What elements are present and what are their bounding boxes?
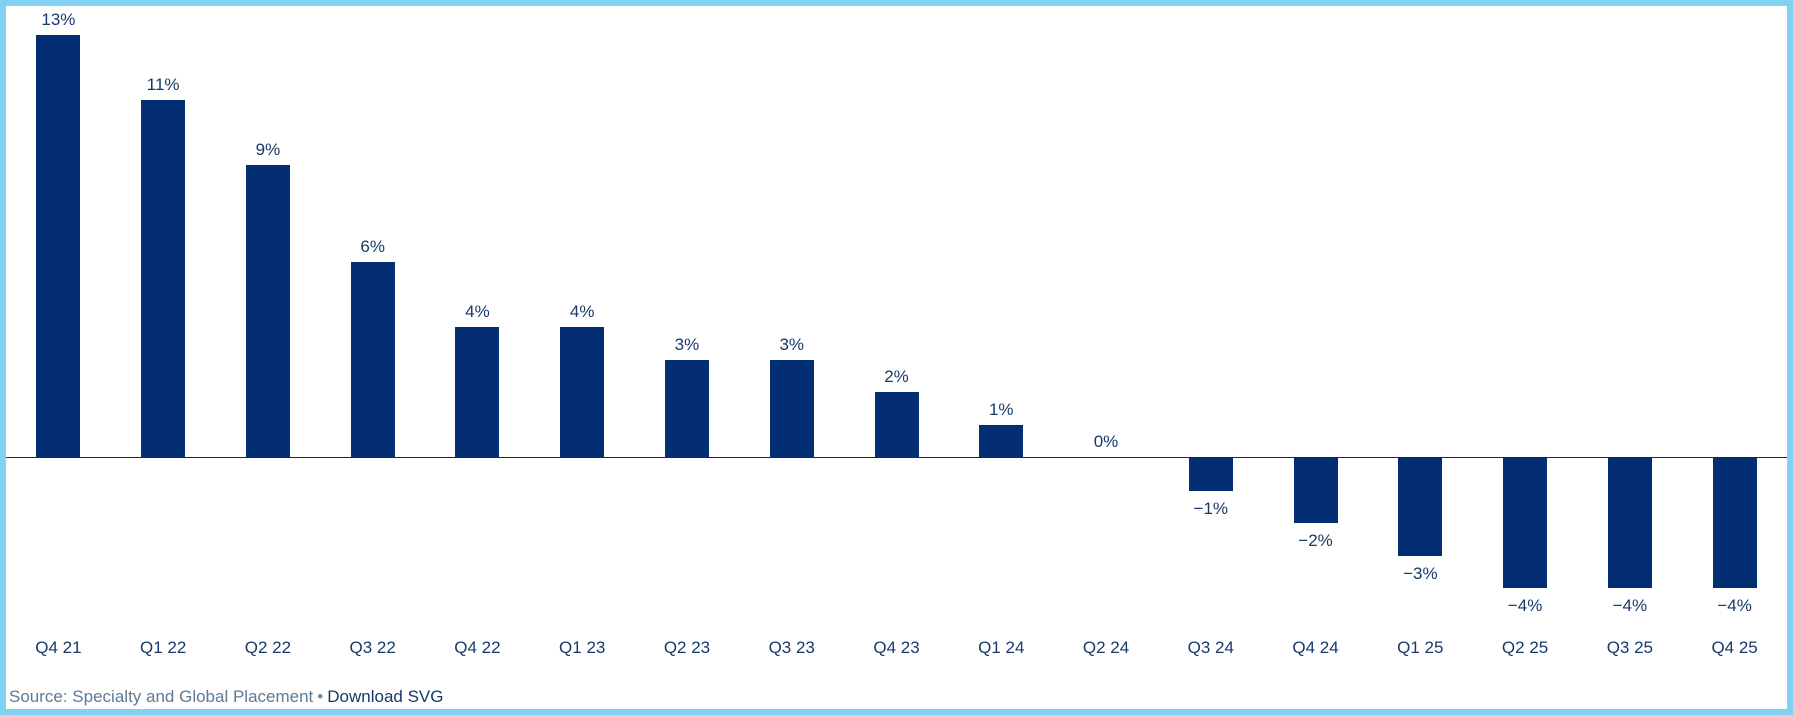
footer-separator: • — [317, 687, 324, 706]
x-axis-label: Q4 21 — [35, 638, 82, 657]
x-axis-label: Q1 22 — [139, 638, 187, 657]
bar[interactable] — [664, 359, 709, 457]
chart-footer: Source: Specialty and Global Placement • D… — [9, 687, 443, 707]
bar[interactable] — [560, 327, 605, 457]
bar[interactable] — [769, 359, 814, 457]
x-axis-label: Q1 23 — [559, 638, 606, 657]
bar[interactable] — [1398, 458, 1443, 556]
bar[interactable] — [1607, 458, 1652, 588]
bar[interactable] — [1712, 458, 1757, 588]
bar-value-label: 13% — [41, 9, 76, 29]
x-axis-label: Q3 23 — [768, 638, 815, 657]
x-axis-label: Q2 24 — [1082, 638, 1130, 657]
bar-value-label: −4% — [1612, 596, 1648, 615]
bar-value-label: −1% — [1193, 498, 1229, 518]
bar-value-label: −3% — [1403, 563, 1438, 583]
bar[interactable] — [979, 424, 1024, 457]
bar-value-label: 3% — [674, 334, 700, 354]
bar[interactable] — [1293, 458, 1338, 523]
bar-value-label: −4% — [1717, 596, 1752, 615]
bar-value-label: 9% — [255, 139, 281, 159]
bar-chart: 13% Q4 21 11% Q1 22 9% Q2 22 6% Q3 22 4% Q4 22 4% Q… — [6, 6, 1787, 709]
bar[interactable] — [36, 34, 81, 457]
x-axis-label: Q4 25 — [1711, 638, 1758, 657]
bar-value-label: 4% — [569, 302, 595, 321]
bar-value-label: 0% — [1093, 432, 1119, 451]
bar-value-label: 3% — [779, 334, 805, 354]
bar[interactable] — [1503, 458, 1548, 588]
x-axis-label: Q3 24 — [1187, 638, 1234, 657]
bar-value-label: 4% — [465, 302, 490, 321]
x-axis-label: Q2 22 — [244, 638, 292, 657]
x-axis-label: Q3 25 — [1606, 638, 1653, 657]
x-axis-label: Q3 22 — [349, 638, 396, 657]
bar[interactable] — [350, 262, 395, 457]
x-axis-label: Q4 23 — [873, 638, 920, 657]
bar-value-label: 1% — [988, 399, 1014, 419]
bar[interactable] — [245, 164, 290, 457]
bar[interactable] — [141, 99, 186, 457]
bar[interactable] — [455, 327, 500, 457]
x-axis-label: Q1 25 — [1397, 638, 1444, 657]
source-credit: Source: Specialty and Global Placement — [9, 687, 314, 706]
bar-value-label: 11% — [146, 74, 180, 94]
bar[interactable] — [1188, 458, 1233, 491]
x-axis-label: Q4 24 — [1292, 638, 1339, 657]
bar-value-label: 6% — [360, 237, 385, 256]
bar-value-label: −2% — [1298, 531, 1333, 550]
bar-value-label: 2% — [884, 367, 909, 386]
x-axis-label: Q2 25 — [1501, 638, 1549, 657]
x-axis-label: Q4 22 — [454, 638, 501, 657]
x-axis-label: Q1 24 — [978, 638, 1025, 657]
bar-value-label: −4% — [1507, 596, 1543, 615]
bar[interactable] — [874, 392, 919, 457]
x-axis-line — [6, 457, 1787, 458]
download-svg-link[interactable]: Download SVG — [327, 687, 444, 706]
x-axis-label: Q2 23 — [663, 638, 711, 657]
